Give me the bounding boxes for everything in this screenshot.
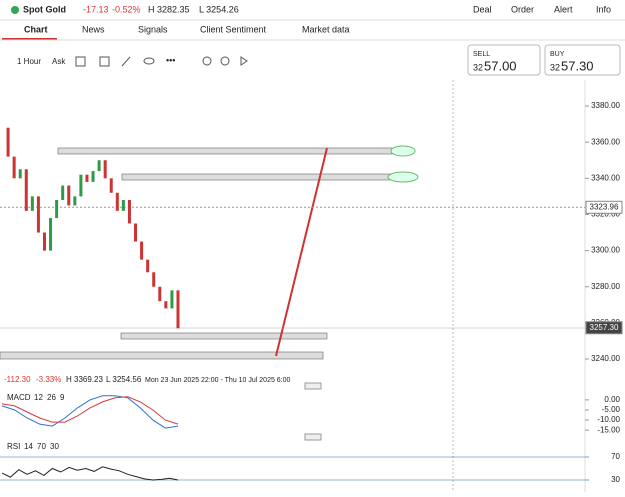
buy-label: BUY [550,51,565,58]
sell-box[interactable] [467,44,541,76]
tab[interactable]: Market data [302,24,350,34]
change: -17.13 [83,4,109,14]
candle [158,286,162,302]
splitter[interactable] [304,433,322,441]
series-line [1,466,179,481]
more[interactable]: ••• [166,55,175,65]
y-tick-label: 0.00 [604,395,620,404]
macd-title: MACD [7,393,31,402]
candle [49,218,53,251]
buy-big: 32 [550,62,560,72]
candle [24,169,28,211]
buy-price: 57.30 [561,58,594,73]
tab[interactable]: News [82,24,105,34]
macd-param: 12 [34,393,43,402]
y-tick-label: -5.00 [602,405,621,414]
candle [61,185,65,200]
series-line [1,395,179,429]
candle [152,272,156,287]
summary: L 3254.56 [106,375,142,384]
menu-item[interactable]: Order [511,4,534,14]
y-tick-label: 3240.00 [591,354,620,363]
summary: -3.33% [36,375,61,384]
candle [127,199,131,224]
price-type[interactable]: Ask [52,57,66,66]
y-tick-label: 3380.00 [591,101,620,110]
buy-box[interactable] [544,44,621,76]
summary: H 3369.23 [66,375,103,384]
rsi-param: 14 [24,442,33,451]
price-tag [585,200,623,214]
y-tick-label: 3300.00 [591,246,620,255]
rsi-param: 30 [50,442,59,451]
low: L 3254.26 [199,4,239,14]
menu-item[interactable]: Alert [554,4,573,14]
candle [85,174,89,182]
candle [170,290,174,309]
status-dot [11,6,19,14]
tab-underline [2,38,57,40]
interval[interactable]: 1 Hour [17,57,41,66]
y-tick-label: 3320.00 [591,210,620,219]
series-line [1,396,179,425]
sell-label: SELL [473,51,490,58]
splitter[interactable] [304,382,322,390]
change-pct: -0.52% [112,4,141,14]
candle [109,178,113,193]
rsi-param: 70 [37,442,46,451]
candle [73,196,77,206]
sell-big: 32 [473,62,483,72]
candle [42,232,46,251]
candle [146,259,150,273]
candle [67,185,71,206]
toolbar-icons[interactable] [75,56,248,67]
drawings[interactable] [0,145,419,360]
macd-param: 26 [47,393,56,402]
candle [97,160,101,172]
price-tag-label: 3257.30 [590,323,619,332]
rsi-title: RSI [7,442,20,451]
candle [30,196,34,211]
candle [6,127,10,157]
candle [134,223,138,242]
y-tick-label: 3340.00 [591,173,620,182]
sell-price: 57.00 [484,58,517,73]
y-tick-label: 30 [611,475,620,484]
macd-param: 9 [60,393,65,402]
candle [79,174,83,197]
candle [91,171,95,182]
summary: -112.30 [4,375,31,384]
candle [103,160,107,179]
y-tick-label: 3280.00 [591,282,620,291]
y-tick-label: -15.00 [597,425,620,434]
instrument: Spot Gold [23,4,66,14]
candle [36,196,40,233]
candle [121,199,125,211]
candle [115,192,119,211]
candle [140,241,144,260]
candle [176,290,180,329]
summary: Mon 23 Jun 2025 22:00 - Thu 10 Jul 2025 … [145,377,291,384]
candle [18,169,22,179]
menu-item[interactable]: Deal [473,4,492,14]
tab[interactable]: Client Sentiment [200,24,267,34]
candle [55,199,59,219]
candle [12,156,16,179]
tab[interactable]: Chart [24,24,48,34]
price-tag [585,321,623,335]
y-tick-label: 3360.00 [591,137,620,146]
price-tag-label: 3323.96 [590,202,619,211]
menu-item[interactable]: Info [596,4,611,14]
y-tick-label: 70 [611,452,620,461]
high: H 3282.35 [148,4,190,14]
tab[interactable]: Signals [138,24,168,34]
y-tick-label: -10.00 [597,415,620,424]
candle [164,301,168,309]
